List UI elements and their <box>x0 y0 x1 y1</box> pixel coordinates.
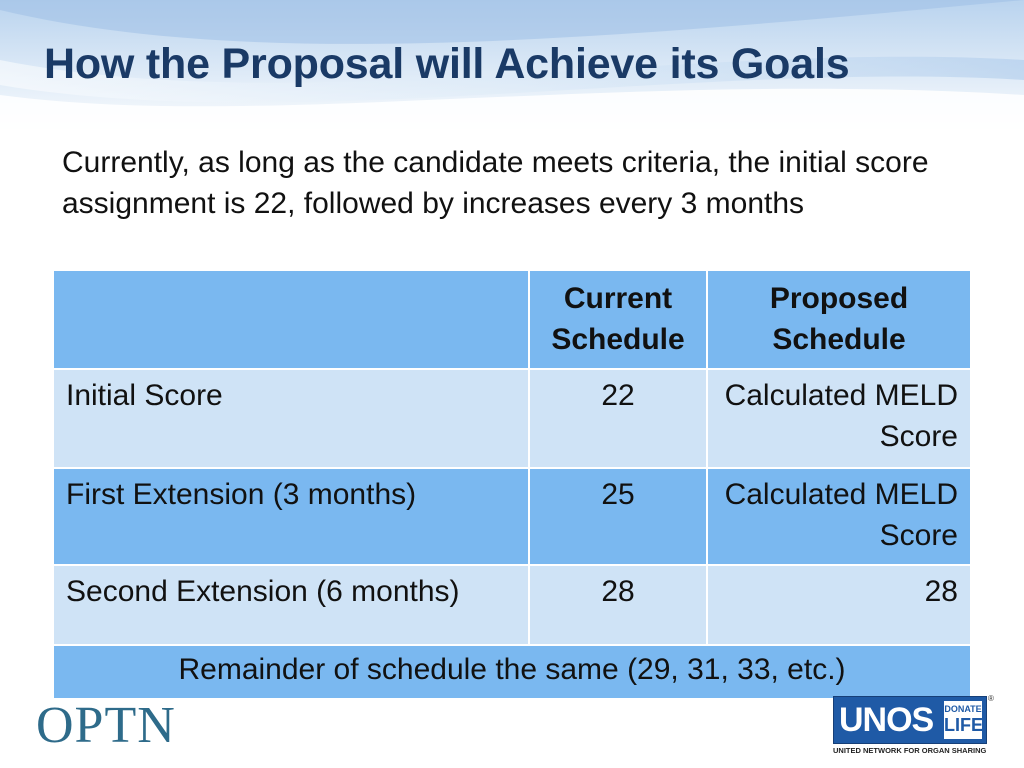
table-footer-row: Remainder of schedule the same (29, 31, … <box>52 644 972 700</box>
table-row: Second Extension (6 months) 28 28 <box>52 564 972 646</box>
donate-life-top: DONATE <box>944 704 982 714</box>
unos-tagline: UNITED NETWORK FOR ORGAN SHARING <box>833 746 987 755</box>
proposed-value: Calculated MELD Score <box>706 368 972 469</box>
slide-title: How the Proposal will Achieve its Goals <box>44 40 850 88</box>
row-label: First Extension (3 months) <box>52 467 530 566</box>
table-row: First Extension (3 months) 25 Calculated… <box>52 467 972 566</box>
unos-wordmark: UNOS <box>839 701 934 739</box>
schedule-table: Current Schedule Proposed Schedule Initi… <box>52 269 972 700</box>
unos-logo: UNOS DONATE LIFE ® UNITED NETWORK FOR OR… <box>833 694 994 758</box>
current-value: 28 <box>528 564 708 646</box>
header-cell-current: Current Schedule <box>528 269 708 370</box>
row-label: Initial Score <box>52 368 530 469</box>
donate-life-badge: DONATE LIFE <box>944 701 983 739</box>
header-cell-empty <box>52 269 530 370</box>
header-cell-proposed: Proposed Schedule <box>706 269 972 370</box>
current-value: 25 <box>528 467 708 566</box>
optn-logo: OPTN <box>36 697 176 754</box>
header-background <box>0 0 1024 140</box>
current-value: 22 <box>528 368 708 469</box>
header-wave <box>0 0 1024 140</box>
table-header-row: Current Schedule Proposed Schedule <box>52 269 972 370</box>
table-footer-text: Remainder of schedule the same (29, 31, … <box>52 644 972 700</box>
table-row: Initial Score 22 Calculated MELD Score <box>52 368 972 469</box>
registered-mark: ® <box>988 694 994 703</box>
proposed-value: 28 <box>706 564 972 646</box>
row-label: Second Extension (6 months) <box>52 564 530 646</box>
donate-life-bottom: LIFE <box>944 715 983 735</box>
intro-paragraph: Currently, as long as the candidate meet… <box>62 146 929 220</box>
unos-logo-box: UNOS DONATE LIFE <box>833 696 987 744</box>
proposed-value: Calculated MELD Score <box>706 467 972 566</box>
